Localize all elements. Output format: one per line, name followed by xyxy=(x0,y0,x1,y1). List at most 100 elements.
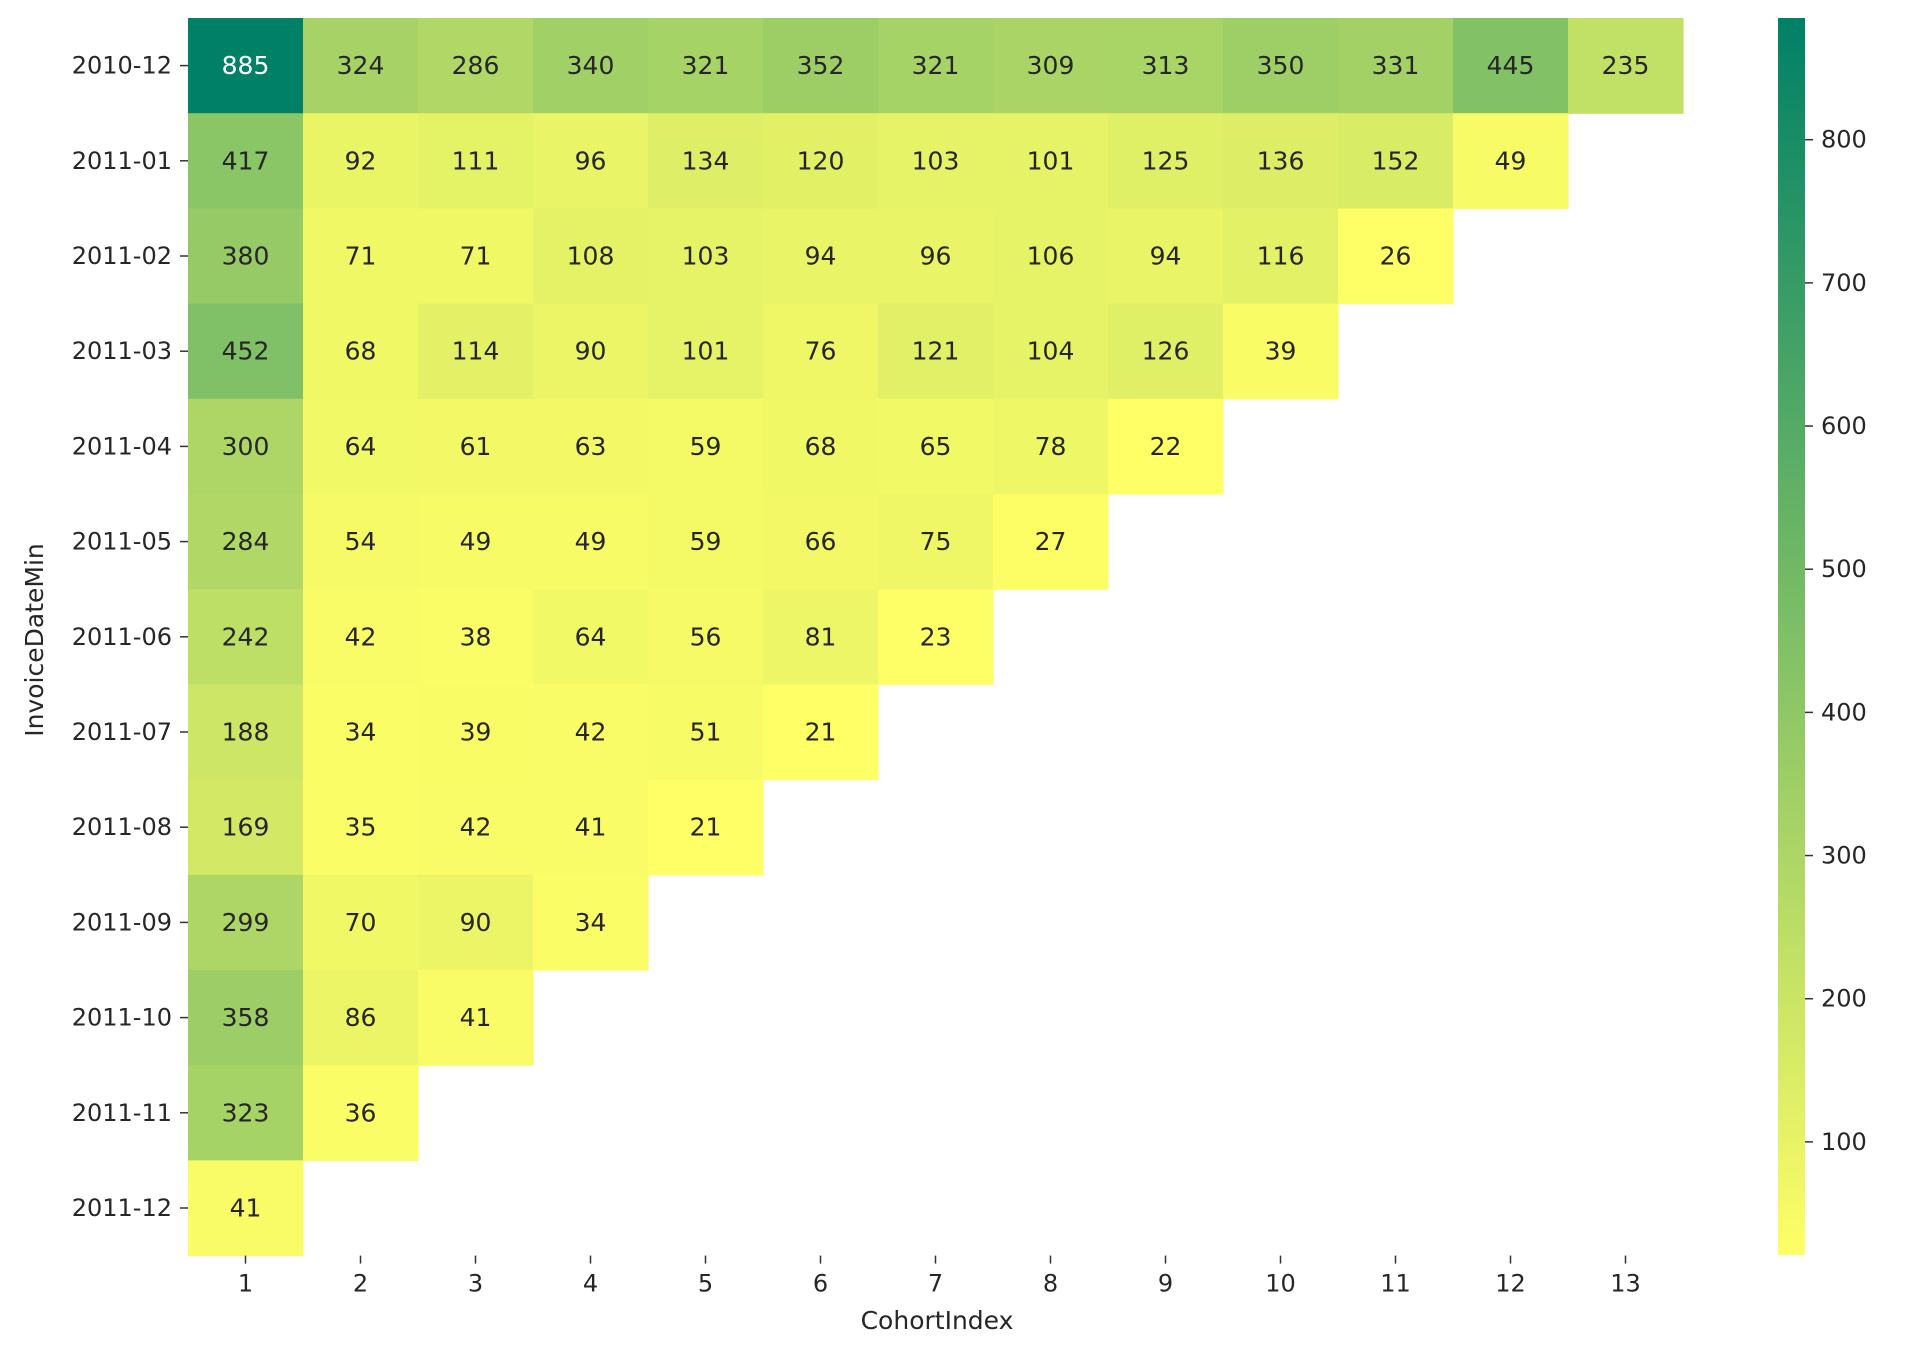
heatmap-cell xyxy=(418,113,534,209)
heatmap-cell xyxy=(763,18,879,114)
cell-value-label: 86 xyxy=(345,1003,377,1032)
cell-value-label: 65 xyxy=(920,432,952,461)
heatmap-cell xyxy=(878,494,994,590)
heatmap-cell xyxy=(418,970,534,1066)
heatmap-cell xyxy=(993,113,1109,209)
cell-value-label: 101 xyxy=(1027,146,1075,175)
y-tick-label: 2011-01 xyxy=(72,147,172,175)
cell-value-label: 114 xyxy=(452,337,500,366)
heatmap-cell xyxy=(993,398,1109,495)
y-tick-label: 2010-12 xyxy=(72,52,172,80)
cell-value-label: 59 xyxy=(690,432,722,461)
heatmap-cell xyxy=(1108,113,1224,209)
cell-value-label: 331 xyxy=(1372,51,1420,80)
cell-value-label: 242 xyxy=(222,622,270,651)
cell-value-label: 42 xyxy=(575,718,607,747)
colorbar-tick-label: 800 xyxy=(1821,126,1867,154)
heatmap-cell xyxy=(533,18,649,114)
colorbar-tick-label: 600 xyxy=(1821,412,1867,440)
heatmap-cell xyxy=(648,779,764,876)
cell-value-label: 323 xyxy=(222,1098,270,1127)
heatmap-cell xyxy=(418,684,534,781)
cell-value-label: 300 xyxy=(222,432,270,461)
heatmap-cell xyxy=(188,494,304,590)
heatmap-cell xyxy=(1223,113,1339,209)
cell-value-label: 106 xyxy=(1027,242,1075,271)
heatmap-cells: 885 324 286 340 321 352 321 309 313 350 331 445 2354… xyxy=(188,18,1684,1257)
cell-value-label: 120 xyxy=(797,146,845,175)
y-axis-title: InvoiceDateMin xyxy=(20,543,49,737)
heatmap-cell xyxy=(533,398,649,495)
heatmap-cell xyxy=(303,684,419,781)
heatmap-cell xyxy=(188,398,304,495)
heatmap-cell xyxy=(303,18,419,114)
cell-value-label: 121 xyxy=(912,337,960,366)
heatmap-cell xyxy=(418,494,534,590)
cell-value-label: 35 xyxy=(345,813,377,842)
heatmap-cell xyxy=(878,589,994,685)
heatmap-cell xyxy=(993,18,1109,114)
cell-value-label: 103 xyxy=(912,146,960,175)
cell-value-label: 26 xyxy=(1380,242,1412,271)
heatmap-cell xyxy=(993,303,1109,400)
heatmap-cell xyxy=(763,398,879,495)
x-tick-label: 4 xyxy=(583,1270,598,1298)
heatmap-cell xyxy=(993,494,1109,590)
heatmap-cell xyxy=(418,208,534,305)
heatmap-cell xyxy=(648,208,764,305)
cell-value-label: 81 xyxy=(805,622,837,651)
heatmap-cell xyxy=(303,113,419,209)
cell-value-label: 21 xyxy=(805,718,837,747)
cell-value-label: 56 xyxy=(690,622,722,651)
cell-value-label: 104 xyxy=(1027,337,1075,366)
x-tick-label: 9 xyxy=(1158,1270,1173,1298)
heatmap-cell xyxy=(533,779,649,876)
x-tick-label: 2 xyxy=(353,1270,368,1298)
cell-value-label: 313 xyxy=(1142,51,1190,80)
colorbar-tick-label: 200 xyxy=(1821,985,1867,1013)
x-tick-label: 8 xyxy=(1043,1270,1058,1298)
cell-value-label: 380 xyxy=(222,242,270,271)
heatmap-cell xyxy=(303,494,419,590)
heatmap-cell xyxy=(418,874,534,971)
cell-value-label: 108 xyxy=(567,242,615,271)
cell-value-label: 125 xyxy=(1142,146,1190,175)
cell-value-label: 34 xyxy=(345,718,377,747)
heatmap-cell xyxy=(763,303,879,400)
y-tick-label: 2011-02 xyxy=(72,242,172,270)
x-tick-label: 12 xyxy=(1495,1270,1526,1298)
cell-value-label: 34 xyxy=(575,908,607,937)
cell-value-label: 39 xyxy=(1265,337,1297,366)
heatmap-cell xyxy=(878,303,994,400)
colorbar-ticks: 100 200 300 400 500 600 700 800 xyxy=(1805,126,1867,1156)
heatmap-cell xyxy=(878,113,994,209)
heatmap-cell xyxy=(763,113,879,209)
cell-value-label: 286 xyxy=(452,51,500,80)
heatmap-cell xyxy=(188,18,304,114)
cell-value-label: 169 xyxy=(222,813,270,842)
heatmap-cell xyxy=(648,684,764,781)
cell-value-label: 284 xyxy=(222,527,270,556)
cell-value-label: 299 xyxy=(222,908,270,937)
y-tick-label: 2011-07 xyxy=(72,718,172,746)
heatmap-cell xyxy=(1223,303,1339,400)
cell-value-label: 90 xyxy=(575,337,607,366)
y-tick-label: 2011-12 xyxy=(72,1194,172,1222)
cell-value-label: 71 xyxy=(460,242,492,271)
heatmap-cell xyxy=(648,494,764,590)
cell-value-label: 321 xyxy=(682,51,730,80)
heatmap-cell xyxy=(188,303,304,400)
heatmap-cell xyxy=(648,18,764,114)
heatmap-cell xyxy=(418,398,534,495)
colorbar-tick-label: 500 xyxy=(1821,555,1867,583)
heatmap-cell xyxy=(418,779,534,876)
y-tick-label: 2011-08 xyxy=(72,813,172,841)
cell-value-label: 324 xyxy=(337,51,385,80)
cell-value-label: 101 xyxy=(682,337,730,366)
y-tick-label: 2011-06 xyxy=(72,623,172,651)
cell-value-label: 136 xyxy=(1257,146,1305,175)
heatmap-cell xyxy=(648,398,764,495)
colorbar: 100 200 300 400 500 600 700 800 xyxy=(1778,18,1867,1255)
heatmap-cell xyxy=(648,589,764,685)
cell-value-label: 94 xyxy=(805,242,837,271)
